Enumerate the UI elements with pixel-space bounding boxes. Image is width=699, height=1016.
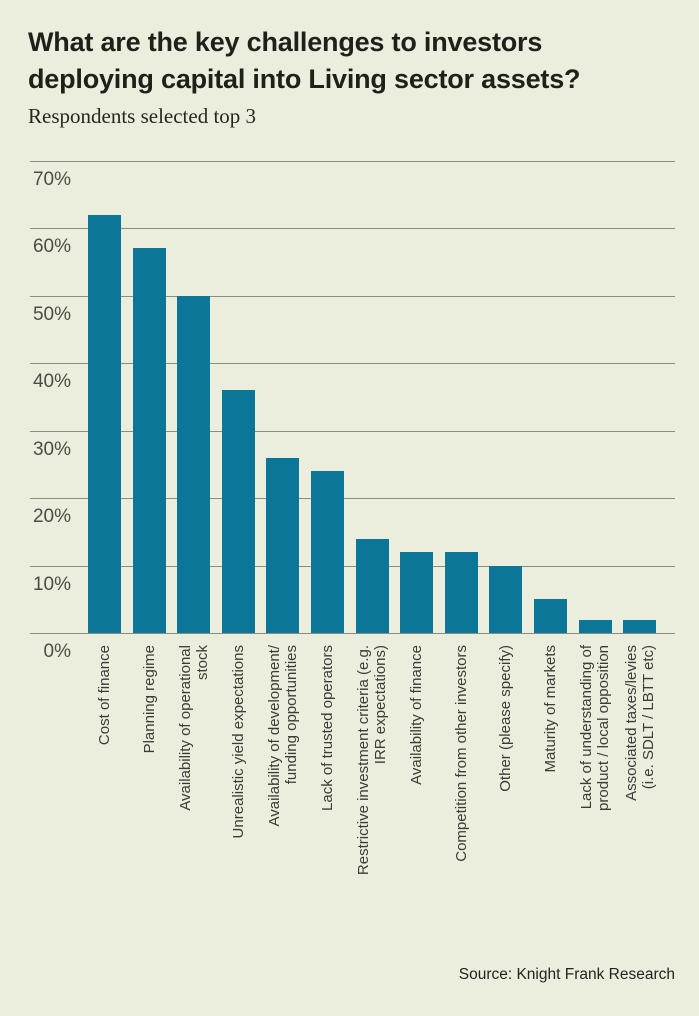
x-label-lack-of-trusted-operators: Lack of trusted operators: [319, 645, 336, 975]
x-label-line: stock: [193, 645, 211, 681]
x-label-cost-of-finance: Cost of finance: [96, 645, 113, 975]
gridline-20: [30, 498, 675, 499]
y-tick-label-70: 70%: [32, 168, 71, 190]
bar-availability-of-operational-stock: [177, 295, 211, 633]
x-label-planning-regime: Planning regime: [141, 645, 158, 975]
y-tick-label-0: 0%: [43, 641, 71, 662]
chart-title-line-1: What are the key challenges to investors: [28, 27, 543, 57]
bar-maturity-of-markets: [534, 599, 567, 633]
x-label-availability-of-finance: Availability of finance: [408, 645, 425, 975]
x-label-line: funding opportunities: [282, 645, 300, 785]
chart-title-line-2: deploying capital into Living sector ass…: [28, 64, 581, 94]
x-label-availability-of-operational-stock: Availability of operational stock: [177, 645, 211, 975]
x-label-line: Availability of operational: [176, 645, 194, 811]
gridline-10: [30, 565, 675, 567]
x-label-maturity-of-markets: Maturity of markets: [542, 645, 559, 975]
y-tick-label-60: 60%: [32, 236, 71, 257]
y-tick-label-50: 50%: [32, 303, 71, 325]
y-tick-label-30: 30%: [32, 438, 71, 460]
gridline-70: [30, 160, 675, 162]
bar-restrictive-investment-criteria-e-g-irr-expectations: [355, 538, 389, 633]
source-text: Source: Knight Frank Research: [458, 966, 675, 983]
x-label-line: Associated taxes/levies: [622, 645, 640, 801]
x-label-line: Maturity of markets: [542, 645, 559, 773]
x-label-line: Competition from other investors: [452, 645, 470, 862]
x-label-line: Planning regime: [140, 645, 158, 754]
x-label-line: Restrictive investment criteria (e.g.: [355, 645, 373, 876]
x-label-availability-of-development-funding-opportunities: Availability of development/funding oppo…: [266, 645, 300, 975]
y-tick-label-20: 20%: [32, 506, 71, 527]
bar-availability-of-finance: [400, 552, 434, 633]
x-label-line: Other (please specify): [497, 645, 515, 792]
x-label-line: Lack of trusted operators: [319, 645, 336, 811]
gridline-60: [30, 228, 675, 229]
x-label-line: Availability of development/: [265, 645, 283, 827]
bar-cost-of-finance: [88, 214, 121, 633]
bar-unrealistic-yield-expectations: [221, 390, 255, 633]
y-tick-label-40: 40%: [32, 371, 71, 392]
bar-lack-of-understanding-of-product-local-opposition: [578, 619, 612, 633]
x-label-associated-taxes-levies-i-e-sdlt-lbtt-etc: Associated taxes/levies (i.e. SDLT / LBTT…: [623, 645, 657, 975]
x-label-line: product / local opposition: [595, 645, 613, 811]
chart-title: What are the key challenges to investors…: [28, 24, 658, 98]
x-label-unrealistic-yield-expectations: Unrealistic yield expectations: [230, 645, 247, 975]
y-tick-label-10: 10%: [32, 573, 71, 595]
x-label-line: Lack of understanding of: [578, 645, 596, 810]
chart-subtitle: Respondents selected top 3: [28, 104, 257, 128]
gridline-0: [30, 633, 675, 634]
bar-competition-from-other-investors: [444, 552, 478, 633]
bar-planning-regime: [132, 248, 166, 633]
bar-other-please-specify: [489, 565, 523, 633]
bar-availability-of-development-funding-opportunities: [266, 457, 300, 633]
x-label-restrictive-investment-criteria-e-g-irr-expectations: Restrictive investment criteria (e.g. IRR…: [355, 645, 389, 975]
gridline-40: [30, 363, 675, 364]
x-label-line: Unrealistic yield expectations: [229, 645, 247, 839]
x-label-line: (i.e. SDLT / LBTT etc): [639, 645, 657, 790]
x-label-line: Availability of finance: [408, 645, 426, 785]
gridline-50: [30, 295, 675, 297]
gridline-30: [30, 430, 675, 432]
x-label-lack-of-understanding-of-product-local-opposition: Lack of understanding of product / local …: [578, 645, 612, 975]
x-label-competition-from-other-investors: Competition from other investors: [453, 645, 470, 975]
bar-lack-of-trusted-operators: [311, 471, 344, 633]
bar-associated-taxes-levies-i-e-sdlt-lbtt-etc: [623, 619, 657, 633]
x-label-other-please-specify: Other (please specify): [497, 645, 514, 975]
x-label-line: IRR expectations): [372, 645, 390, 765]
x-label-line: Cost of finance: [96, 645, 113, 746]
